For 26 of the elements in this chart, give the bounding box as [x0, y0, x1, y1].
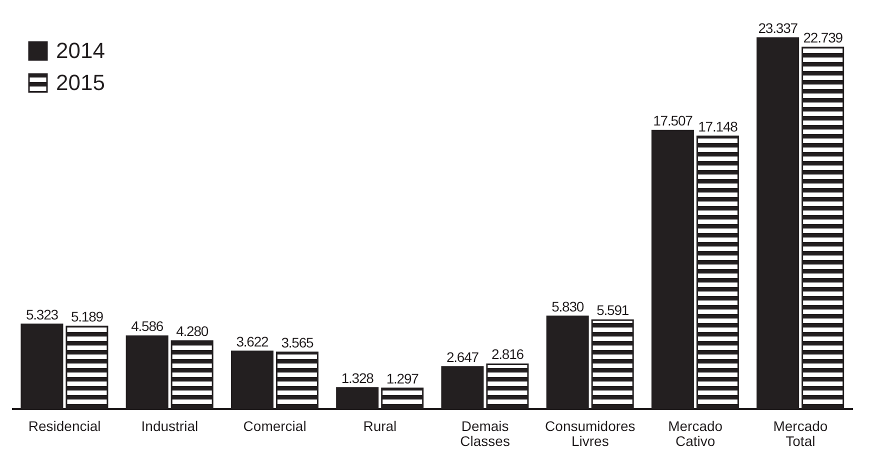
- data-label: 1.328: [341, 370, 374, 386]
- x-tick-label: Consumidores Livres: [545, 418, 636, 449]
- x-tick-label: Demais Classes: [460, 418, 510, 449]
- data-label: 5.830: [552, 298, 584, 314]
- data-label: 23.337: [758, 20, 798, 36]
- data-label: 2.647: [446, 348, 480, 365]
- x-tick-label: Mercado Cativo: [668, 418, 723, 449]
- data-label: 2.816: [491, 346, 524, 362]
- legend-label: 2015: [56, 70, 105, 96]
- x-tick-label: Comercial: [243, 418, 306, 434]
- data-label: 1.297: [386, 370, 420, 386]
- data-label: 5.591: [596, 302, 630, 318]
- data-label: 17.148: [698, 118, 738, 134]
- data-label: 17.507: [653, 112, 694, 129]
- data-label: 22.739: [803, 30, 844, 46]
- x-tick-label: Residencial: [28, 418, 101, 434]
- legend-label: 2014: [56, 38, 105, 64]
- x-tick-label: Industrial: [141, 418, 198, 434]
- data-label: 3.622: [236, 333, 270, 350]
- data-label: 4.586: [131, 318, 164, 334]
- x-tick-label: Mercado Total: [773, 418, 828, 449]
- x-tick-label: Rural: [363, 418, 397, 434]
- data-label: 5.323: [26, 306, 59, 322]
- data-label: 4.280: [176, 322, 209, 339]
- data-label: 3.565: [281, 334, 314, 350]
- data-label: 5.189: [70, 308, 104, 325]
